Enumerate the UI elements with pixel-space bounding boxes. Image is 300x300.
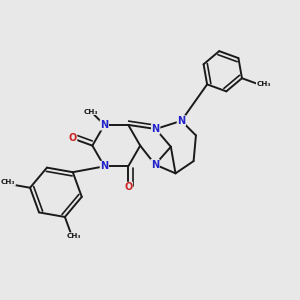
Text: CH₃: CH₃ <box>84 109 98 115</box>
Text: N: N <box>151 160 159 170</box>
Text: CH₃: CH₃ <box>256 81 271 87</box>
Text: N: N <box>152 124 160 134</box>
Text: N: N <box>100 120 108 130</box>
Text: N: N <box>100 161 108 171</box>
Text: CH₃: CH₃ <box>1 179 15 185</box>
Text: N: N <box>177 116 185 126</box>
Text: O: O <box>124 182 132 192</box>
Text: O: O <box>68 134 77 143</box>
Text: CH₃: CH₃ <box>66 233 81 239</box>
